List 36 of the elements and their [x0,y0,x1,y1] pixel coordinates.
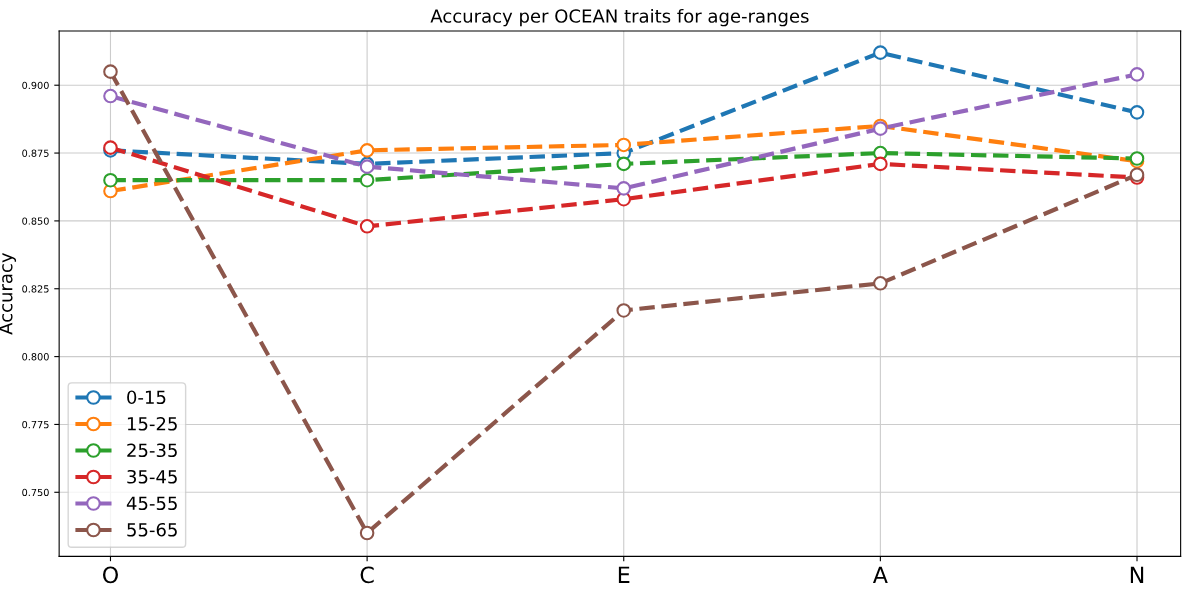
y-tick-label: 0.875 [22,149,49,157]
point [616,156,632,172]
point [359,525,375,541]
point [103,64,118,79]
point [1129,67,1145,82]
x-tick-label: N [1130,566,1144,583]
x-tick-label: E [618,566,630,583]
legend-label: 55-65 [127,522,177,537]
point [359,172,375,188]
point [616,137,632,153]
point [616,303,632,318]
legend-label: 15-25 [127,416,177,431]
point [873,276,888,291]
chart-title: Accuracy per OCEAN traits for age-ranges [430,8,809,27]
y-tick-label: 0.825 [22,285,49,293]
point [103,88,118,104]
point [873,156,888,172]
y-tick-label: 0.750 [22,488,49,497]
legend-label: 25-35 [127,443,177,458]
point [616,181,632,196]
point [1129,105,1145,120]
point [359,219,375,234]
x-tick-label: C [360,566,374,584]
x-tick-label: A [872,566,888,583]
legend-label: 0-15 [127,390,166,405]
x-tick-label: O [102,566,118,584]
y-tick-label: 0.775 [22,420,49,429]
point [359,143,375,158]
legend-label: 35-45 [127,469,177,484]
y-tick-label: 0.850 [22,217,49,225]
point [103,172,118,188]
legend-label: 45-55 [126,496,177,511]
y-tick-label: 0.800 [22,353,49,361]
point [873,45,888,60]
y-axis-title: Accuracy [0,252,17,335]
y-tick-label: 0.900 [22,81,49,90]
